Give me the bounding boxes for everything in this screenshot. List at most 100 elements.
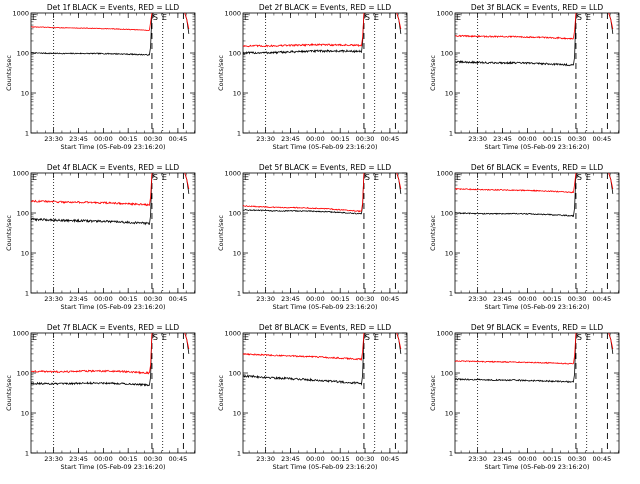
panel-title: Det 5f BLACK = Events, RED = LLD <box>259 163 392 172</box>
y-tick-label: 10 <box>21 90 29 98</box>
y-axis-label: Counts/sec <box>217 375 225 411</box>
panel-title: Det 1f BLACK = Events, RED = LLD <box>47 3 180 12</box>
panel-title: Det 3f BLACK = Events, RED = LLD <box>471 3 604 12</box>
panel-title: Det 9f BLACK = Events, RED = LLD <box>471 323 604 332</box>
series-events-line <box>454 172 577 218</box>
marker-e-left: E <box>244 173 249 182</box>
marker-e: E <box>162 333 167 342</box>
panel-title: Det 6f BLACK = Events, RED = LLD <box>471 163 604 172</box>
x-tick-label: 00:15 <box>331 295 350 303</box>
y-tick-label: 100 <box>229 50 241 58</box>
x-tick-label: 23:45 <box>281 455 300 463</box>
series-lld-tail <box>396 332 402 350</box>
x-axis-label: Start Time (05-Feb-09 23:16:20) <box>61 463 166 471</box>
panel-det-5: Det 5f BLACK = Events, RED = LLD 1 10 100 10… <box>217 163 408 311</box>
x-tick-label: 00:45 <box>593 135 612 143</box>
panel-det-2: Det 2f BLACK = Events, RED = LLD 1 10 100 10… <box>217 3 408 151</box>
series-lld-line <box>242 12 365 48</box>
series-lld-tail <box>608 332 614 350</box>
x-tick-label: 00:30 <box>144 135 163 143</box>
panel-title: Det 7f BLACK = Events, RED = LLD <box>47 323 180 332</box>
marker-e-left: E <box>244 333 249 342</box>
series-lld-tail <box>608 12 614 30</box>
y-tick-label: 1 <box>25 290 29 298</box>
y-axis-label: Counts/sec <box>5 375 13 411</box>
series-events-line <box>454 332 577 383</box>
y-axis-label: Counts/sec <box>5 215 13 251</box>
series-lld-tail <box>184 12 190 30</box>
plot-frame <box>242 332 408 454</box>
x-tick-label: 23:45 <box>281 135 300 143</box>
x-tick-label: 00:15 <box>119 295 138 303</box>
marker-e: E <box>586 333 591 342</box>
series-lld-tail <box>396 12 402 30</box>
series-lld-line <box>242 172 365 213</box>
x-tick-label: 23:30 <box>44 295 63 303</box>
x-tick-label: 00:00 <box>518 455 537 463</box>
marker-s: S <box>365 333 370 342</box>
series-lld-tail <box>396 172 402 190</box>
plot-frame <box>30 332 196 454</box>
series-lld-line <box>454 172 577 194</box>
x-tick-label: 23:30 <box>468 295 487 303</box>
marker-s: S <box>577 173 582 182</box>
x-axis-label: Start Time (05-Feb-09 23:16:20) <box>61 303 166 311</box>
x-tick-label: 23:30 <box>468 135 487 143</box>
y-tick-label: 100 <box>17 370 29 378</box>
x-tick-label: 00:00 <box>518 135 537 143</box>
y-tick-label: 100 <box>441 370 453 378</box>
marker-s: S <box>577 13 582 22</box>
panel-det-4: Det 4f BLACK = Events, RED = LLD 1 10 100 10… <box>5 163 196 311</box>
series-lld-line <box>242 332 365 362</box>
x-tick-label: 23:45 <box>493 135 512 143</box>
series-events-line <box>242 172 365 215</box>
y-tick-label: 1 <box>25 130 29 138</box>
series-events-line <box>30 332 153 387</box>
y-axis-label: Counts/sec <box>5 55 13 91</box>
y-axis-label: Counts/sec <box>429 215 437 251</box>
x-tick-label: 23:30 <box>256 455 275 463</box>
x-tick-label: 00:15 <box>119 455 138 463</box>
series-lld-line <box>454 12 577 40</box>
panel-title: Det 8f BLACK = Events, RED = LLD <box>259 323 392 332</box>
x-axis-label: Start Time (05-Feb-09 23:16:20) <box>61 143 166 151</box>
series-events-line <box>242 12 365 55</box>
x-tick-label: 23:45 <box>69 455 88 463</box>
x-axis-label: Start Time (05-Feb-09 23:16:20) <box>485 463 590 471</box>
y-tick-label: 1000 <box>12 10 29 18</box>
y-tick-label: 10 <box>233 410 241 418</box>
plot-frame <box>454 332 620 454</box>
x-tick-label: 00:45 <box>381 455 400 463</box>
y-tick-label: 1 <box>25 450 29 458</box>
y-tick-label: 100 <box>17 210 29 218</box>
y-tick-label: 10 <box>445 90 453 98</box>
y-tick-label: 10 <box>445 250 453 258</box>
x-tick-label: 00:30 <box>568 135 587 143</box>
x-tick-label: 23:30 <box>468 455 487 463</box>
x-tick-label: 00:30 <box>356 135 375 143</box>
x-tick-label: 23:45 <box>493 295 512 303</box>
x-tick-label: 23:30 <box>256 135 275 143</box>
x-tick-label: 00:15 <box>331 135 350 143</box>
marker-e: E <box>162 13 167 22</box>
x-tick-label: 00:45 <box>593 295 612 303</box>
plot-frame <box>242 12 408 134</box>
y-tick-label: 100 <box>229 370 241 378</box>
y-axis-label: Counts/sec <box>429 375 437 411</box>
plot-frame <box>30 12 196 134</box>
y-tick-label: 1 <box>449 290 453 298</box>
x-tick-label: 00:30 <box>144 295 163 303</box>
y-tick-label: 100 <box>441 50 453 58</box>
x-tick-label: 00:15 <box>119 135 138 143</box>
x-tick-label: 00:45 <box>593 455 612 463</box>
x-tick-label: 00:15 <box>331 455 350 463</box>
y-tick-label: 1000 <box>436 330 453 338</box>
marker-e-left: E <box>32 333 37 342</box>
series-events-line <box>30 12 153 56</box>
x-tick-label: 00:30 <box>568 455 587 463</box>
panel-title: Det 2f BLACK = Events, RED = LLD <box>259 3 392 12</box>
marker-s: S <box>365 173 370 182</box>
x-axis-label: Start Time (05-Feb-09 23:16:20) <box>273 463 378 471</box>
series-lld-tail <box>184 332 190 350</box>
